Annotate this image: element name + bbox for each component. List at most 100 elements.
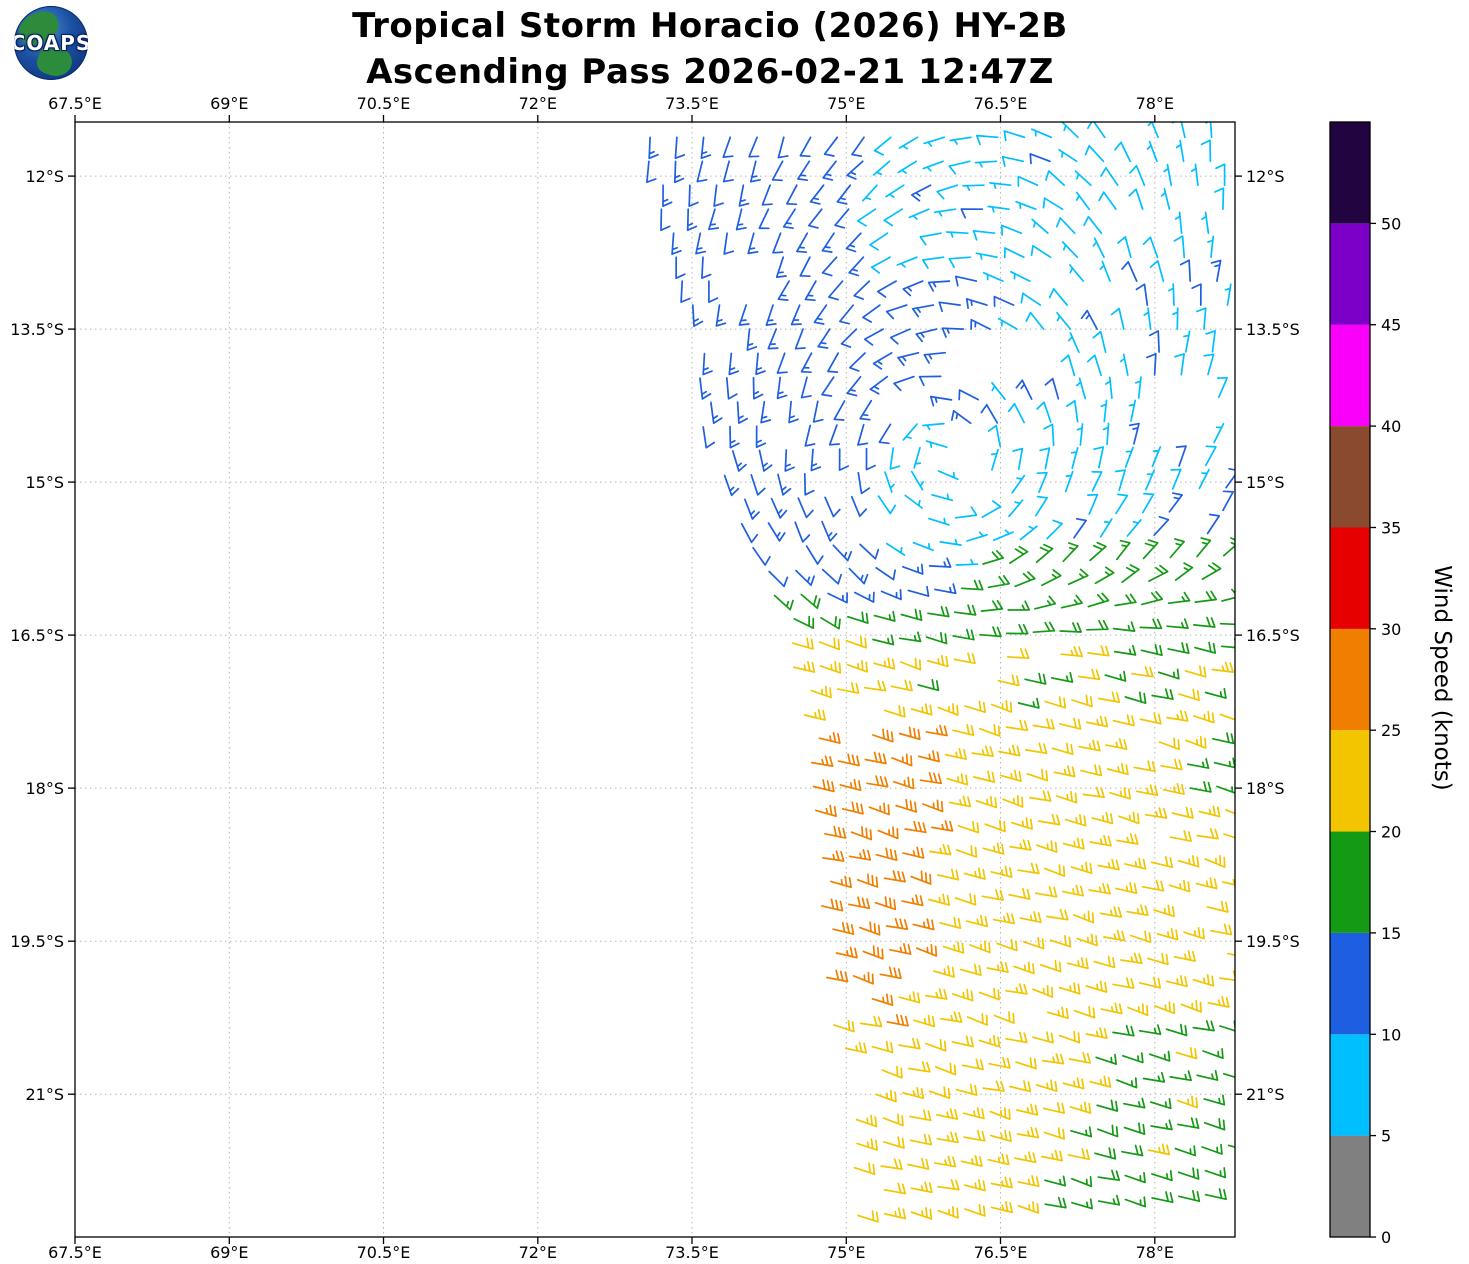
colorbar-tick-label: 10 [1381,1025,1401,1044]
wind-barb [1194,590,1218,603]
wind-barb [1163,163,1173,187]
wind-barb [1142,236,1159,259]
wind-barb [951,988,974,1002]
wind-barb [1213,757,1235,769]
wind-barb [1109,787,1132,800]
wind-barb [877,495,897,515]
wind-barb [805,545,824,565]
wind-barb [907,585,930,597]
wind-barb [1112,714,1135,727]
wind-barb [1112,1024,1135,1037]
wind-barb [944,748,967,760]
wind-barb [898,631,922,643]
wind-barb [1134,376,1142,399]
wind-barb [979,626,1002,638]
wind-barb [1223,833,1235,839]
wind-barb [900,608,923,621]
wind-barb [970,318,991,331]
wind-barb [1165,975,1188,988]
wind-barb [1129,164,1146,187]
wind-barb [1117,236,1132,259]
wind-barb [1060,354,1076,377]
wind-barb [1039,959,1062,973]
wind-barb [948,256,972,268]
wind-barb [1115,539,1131,561]
wind-barb [1011,474,1026,494]
wind-barb [1171,806,1194,819]
wind-barb [845,232,862,253]
wind-barb [1030,128,1053,139]
wind-barb [898,991,921,1004]
wind-barb [922,799,944,813]
wind-barb [1207,235,1215,259]
wind-barb [1064,470,1074,493]
colorbar-tick-label: 40 [1381,417,1401,436]
wind-barb [1192,710,1215,724]
wind-barb [1087,493,1099,515]
wind-barb [695,232,707,255]
wind-barb [758,449,773,472]
wind-barb [1116,1077,1138,1089]
wind-barb [937,1179,960,1191]
wind-barb [996,938,1018,952]
colorbar-axis-label: Wind Speed (knots) [1429,565,1455,791]
wind-barb [1201,1143,1223,1155]
wind-barb [1178,1189,1201,1203]
wind-barb [830,875,852,889]
wind-barb [908,208,930,220]
wind-barb [930,820,954,832]
wind-barb [926,654,949,668]
wind-barb [960,579,984,591]
wind-barb [818,637,841,651]
colorbar-segment [1330,223,1370,325]
wind-barb [1141,879,1165,892]
wind-barb [919,771,943,785]
wind-barb [1066,957,1089,970]
wind-barb [1044,696,1067,709]
wind-barb [822,850,845,862]
wind-barb [1067,568,1089,586]
wind-barb [1089,834,1112,847]
x-tick-label-bottom: 75°E [827,1243,865,1262]
wind-barb [1118,811,1140,825]
wind-barb [955,1083,978,1096]
wind-barb [1087,592,1110,608]
wind-barb [1024,672,1047,685]
wind-barb [1185,736,1207,749]
x-tick-label-bottom: 70.5°E [357,1243,411,1262]
wind-barb [812,779,835,793]
wind-barb [839,304,855,325]
wind-barb [1050,671,1074,683]
wind-barb [1044,1175,1067,1187]
wind-barb [1149,1098,1172,1110]
wind-barb [875,566,896,581]
wind-barb [722,160,734,183]
wind-barb [1102,422,1110,446]
wind-barb [933,1155,957,1168]
wind-barb [913,446,922,469]
wind-barb [1174,211,1183,235]
wind-barb [889,943,912,955]
plot-frame [74,121,1236,1238]
wind-barb [1019,911,1042,924]
y-tick-label-right: 19.5°S [1246,932,1300,951]
wind-barb [680,280,691,303]
wind-barb [817,328,831,349]
wind-barb [844,1041,868,1054]
wind-barb [760,401,772,424]
wind-barb [921,256,945,269]
wind-barb [1138,1024,1162,1036]
wind-barb [1150,1119,1173,1131]
wind-barb [1174,353,1185,376]
wind-barb [1158,737,1180,751]
wind-barb [1213,187,1225,211]
wind-barb [1041,1053,1065,1065]
wind-barb [1195,877,1218,890]
wind-barb [952,723,975,737]
wind-barb [847,896,871,910]
wind-barb [1168,879,1191,893]
wind-barb [1147,122,1159,139]
wind-barb [1123,1122,1146,1135]
coaps-logo-text: COAPS [14,31,88,55]
wind-barb [1162,782,1185,795]
